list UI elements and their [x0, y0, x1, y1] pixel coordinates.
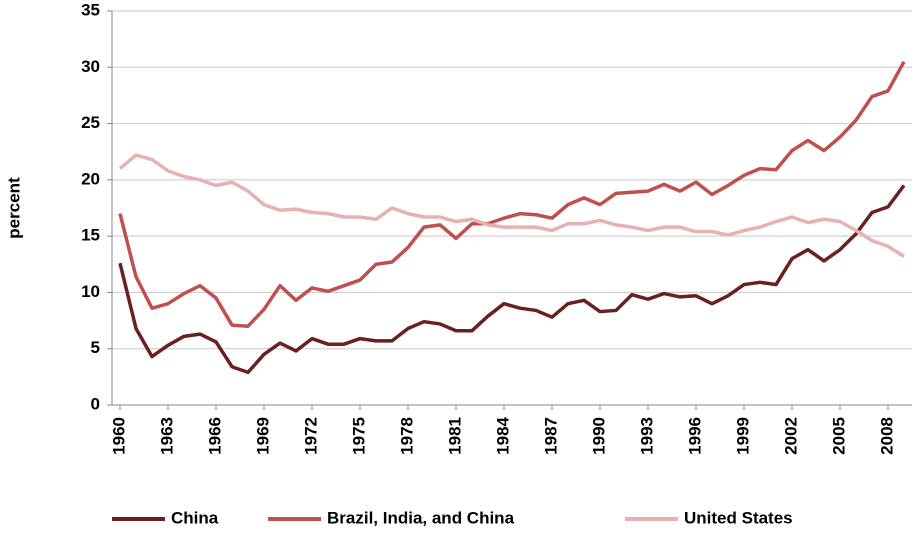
x-tick-label: 1999: [733, 417, 752, 455]
x-tick-label: 1963: [157, 417, 176, 455]
x-tick-label: 1978: [397, 417, 416, 455]
x-tick-label: 1972: [301, 417, 320, 455]
x-tick-label: 1975: [349, 417, 368, 455]
x-tick-label: 1966: [205, 417, 224, 455]
y-tick-label: 10: [81, 282, 100, 301]
y-tick-label: 20: [81, 169, 100, 188]
series-line: [118, 60, 906, 328]
legend-label: United States: [684, 508, 793, 527]
y-tick-label: 35: [81, 0, 100, 19]
series-line: [118, 184, 906, 375]
x-tick-label: 2002: [781, 417, 800, 455]
series-line: [118, 153, 905, 258]
x-tick-label: 1969: [253, 417, 272, 455]
x-tick-label: 1981: [445, 417, 464, 455]
x-tick-label: 1996: [685, 417, 704, 455]
legend-label: China: [171, 508, 219, 527]
y-tick-label: 15: [81, 226, 100, 245]
x-tick-label: 1993: [637, 417, 656, 455]
legend-label: Brazil, India, and China: [327, 508, 515, 527]
y-tick-label: 25: [81, 113, 100, 132]
y-axis-label: percent: [4, 177, 23, 239]
x-tick-label: 1960: [109, 417, 128, 455]
y-tick-label: 30: [81, 57, 100, 76]
x-tick-label: 2005: [829, 417, 848, 455]
x-tick-label: 1990: [589, 417, 608, 455]
x-tick-label: 2008: [877, 417, 896, 455]
y-tick-label: 5: [91, 338, 100, 357]
y-tick-label: 0: [91, 394, 100, 413]
x-tick-label: 1987: [541, 417, 560, 455]
x-tick-label: 1984: [493, 416, 512, 454]
